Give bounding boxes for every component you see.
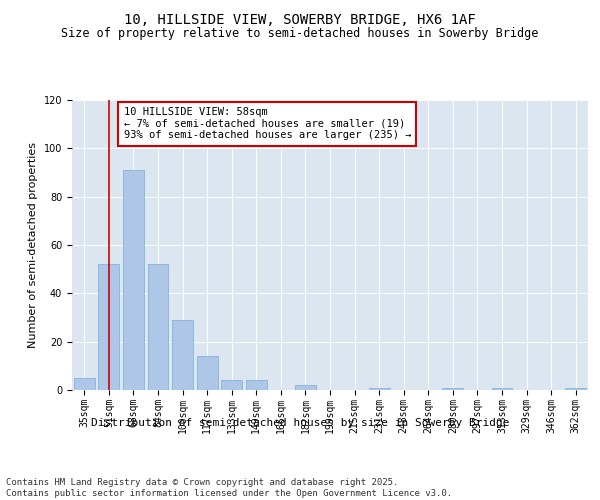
Text: 10 HILLSIDE VIEW: 58sqm
← 7% of semi-detached houses are smaller (19)
93% of sem: 10 HILLSIDE VIEW: 58sqm ← 7% of semi-det… [124, 108, 411, 140]
Bar [565, 388, 586, 390]
Y-axis label: Number of semi-detached properties: Number of semi-detached properties [28, 142, 38, 348]
Bar [221, 380, 242, 390]
Bar [246, 380, 267, 390]
Text: Size of property relative to semi-detached houses in Sowerby Bridge: Size of property relative to semi-detach… [61, 28, 539, 40]
Text: Distribution of semi-detached houses by size in Sowerby Bridge: Distribution of semi-detached houses by … [91, 418, 509, 428]
Text: Contains HM Land Registry data © Crown copyright and database right 2025.
Contai: Contains HM Land Registry data © Crown c… [6, 478, 452, 498]
Bar [295, 385, 316, 390]
Bar [442, 388, 463, 390]
Bar [368, 388, 389, 390]
Text: 10, HILLSIDE VIEW, SOWERBY BRIDGE, HX6 1AF: 10, HILLSIDE VIEW, SOWERBY BRIDGE, HX6 1… [124, 12, 476, 26]
Bar [98, 264, 119, 390]
Bar [197, 356, 218, 390]
Bar [172, 320, 193, 390]
Bar [491, 388, 512, 390]
Bar [148, 264, 169, 390]
Bar [74, 378, 95, 390]
Bar [123, 170, 144, 390]
